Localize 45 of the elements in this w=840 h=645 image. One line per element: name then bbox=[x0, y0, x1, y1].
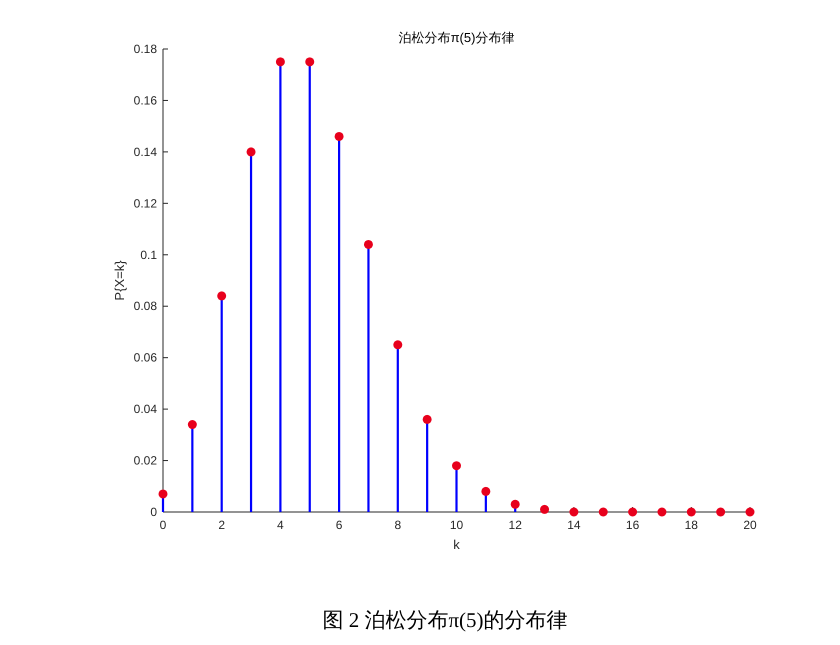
x-tick-label: 0 bbox=[160, 518, 167, 532]
x-tick-label: 14 bbox=[567, 518, 581, 532]
y-tick-label: 0.08 bbox=[134, 299, 158, 314]
x-axis-title: k bbox=[453, 537, 460, 552]
point bbox=[452, 461, 461, 470]
caption: 图 2 泊松分布π(5)的分布律 bbox=[322, 608, 568, 632]
point bbox=[188, 420, 197, 430]
y-tick-label: 0.04 bbox=[134, 402, 158, 416]
point bbox=[393, 340, 402, 350]
point bbox=[276, 57, 285, 66]
point bbox=[628, 508, 638, 516]
point bbox=[598, 508, 608, 516]
point bbox=[334, 132, 344, 141]
x-tick-label: 10 bbox=[450, 518, 464, 532]
y-tick-label: 0.18 bbox=[134, 42, 158, 56]
point bbox=[422, 414, 432, 424]
point bbox=[657, 508, 666, 516]
point bbox=[217, 291, 226, 300]
x-tick-label: 20 bbox=[743, 518, 757, 532]
point bbox=[305, 57, 314, 66]
point bbox=[481, 486, 490, 496]
x-tick-label: 8 bbox=[394, 518, 402, 532]
point bbox=[686, 508, 696, 516]
y-tick-label: 0.02 bbox=[134, 454, 158, 468]
y-tick-label: 0.06 bbox=[134, 350, 158, 365]
y-tick-label: 0.1 bbox=[140, 248, 158, 262]
chart-title: 泊松分布π(5)分布律 bbox=[398, 30, 514, 45]
y-tick-label: 0 bbox=[150, 505, 158, 519]
y-tick-label: 0.16 bbox=[134, 93, 158, 108]
x-tick-label: 12 bbox=[508, 518, 522, 532]
point bbox=[540, 504, 550, 514]
point bbox=[364, 240, 373, 249]
point bbox=[510, 500, 520, 509]
x-tick-label: 6 bbox=[336, 518, 343, 532]
y-tick-label: 0.12 bbox=[134, 196, 158, 210]
point bbox=[569, 508, 578, 516]
point bbox=[246, 147, 256, 156]
x-tick-label: 4 bbox=[277, 518, 284, 532]
y-tick-label: 0.14 bbox=[134, 144, 158, 159]
x-tick-label: 2 bbox=[218, 518, 226, 532]
point bbox=[158, 489, 168, 498]
point bbox=[716, 508, 726, 516]
x-tick-label: 16 bbox=[626, 518, 640, 532]
x-tick-label: 18 bbox=[684, 518, 698, 532]
y-axis-title: P{X=k} bbox=[112, 260, 127, 301]
